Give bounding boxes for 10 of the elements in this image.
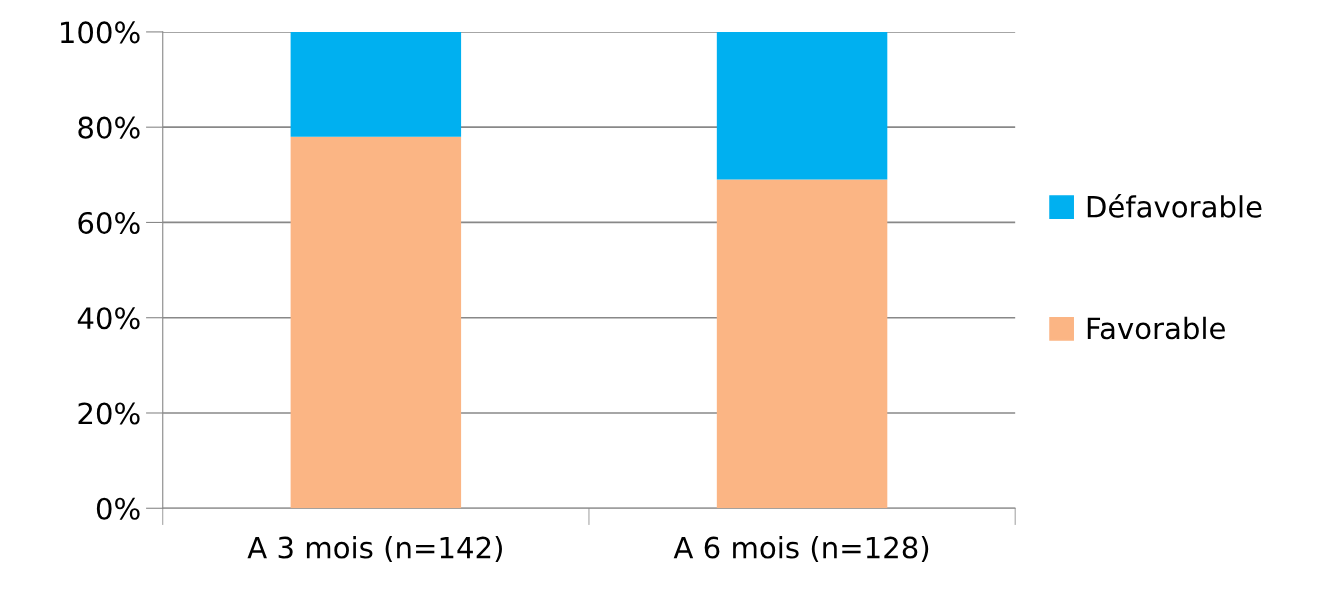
legend-label: Défavorable — [1087, 194, 1262, 218]
x-tick-label: A 6 mois (n=128) — [673, 536, 929, 563]
y-tick-label: 0% — [96, 497, 140, 520]
x-tick-label: A 3 mois (n=142) — [247, 536, 502, 563]
y-tick-label: 60% — [78, 211, 140, 234]
y-tick-label: 100% — [61, 21, 140, 44]
y-tick-label: 20% — [78, 402, 140, 425]
legend-label: Favorable — [1087, 316, 1225, 340]
y-tick-label: 80% — [78, 116, 140, 139]
y-tick-label: 40% — [77, 307, 140, 330]
